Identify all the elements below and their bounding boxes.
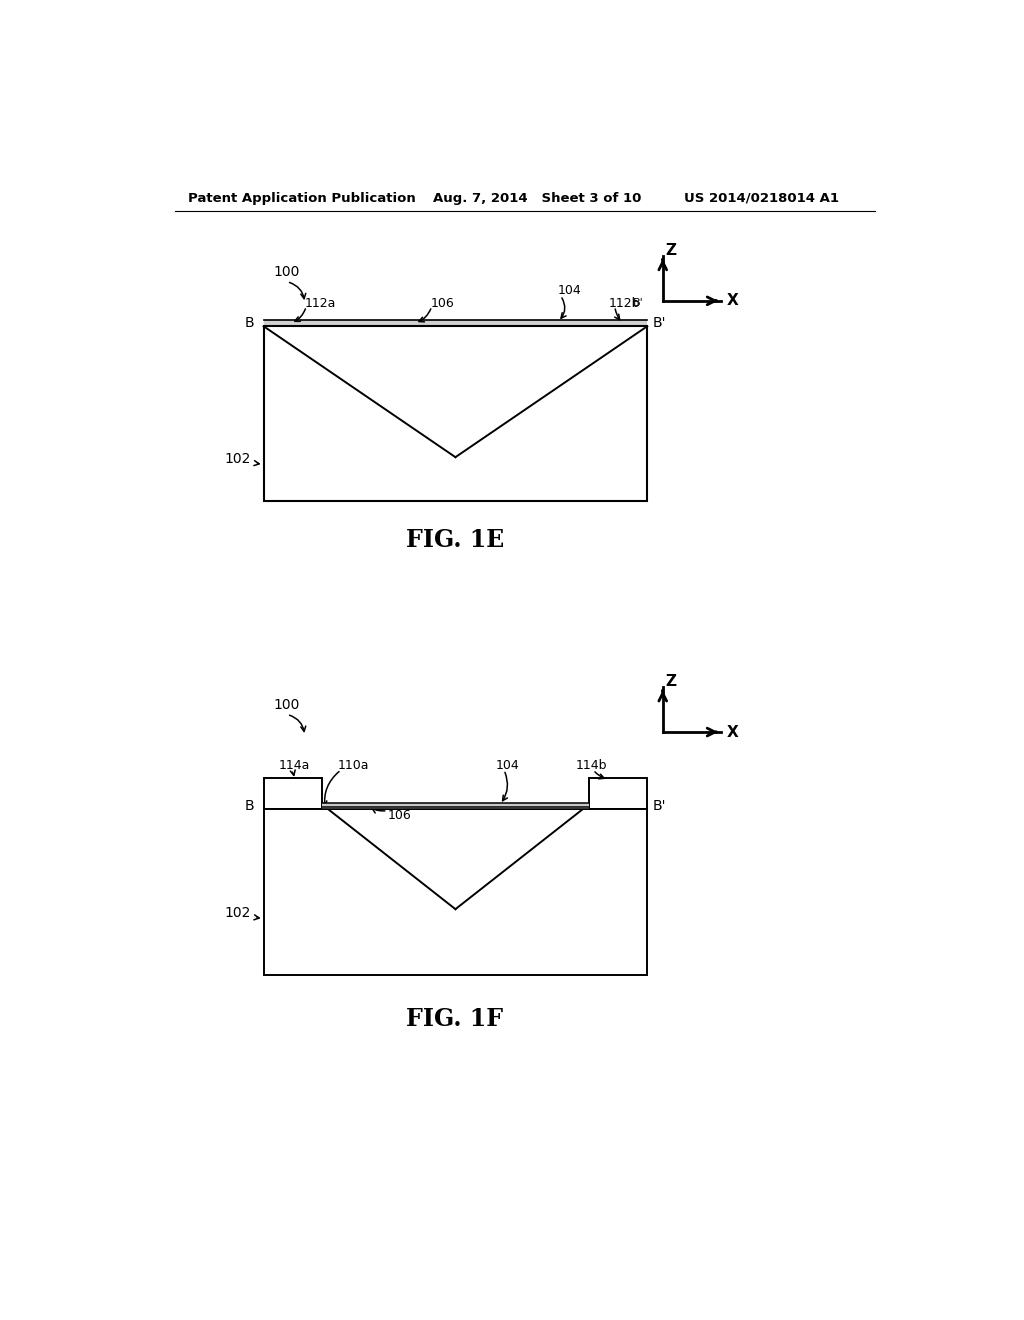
Text: B': B' (633, 298, 643, 308)
Text: 106: 106 (388, 809, 412, 822)
Text: 100: 100 (273, 698, 300, 711)
Text: 114b: 114b (575, 759, 607, 772)
Bar (263, 326, 647, 502)
Text: FIG. 1F: FIG. 1F (407, 1007, 504, 1031)
Polygon shape (322, 803, 589, 807)
Text: 102: 102 (225, 906, 251, 920)
Bar (263, 779, 322, 809)
Text: Aug. 7, 2014   Sheet 3 of 10: Aug. 7, 2014 Sheet 3 of 10 (432, 191, 641, 205)
Text: Z: Z (665, 675, 676, 689)
Text: 112a: 112a (305, 297, 336, 310)
Text: 102: 102 (225, 451, 251, 466)
Text: B': B' (652, 317, 667, 330)
Text: 110a: 110a (337, 759, 369, 772)
Text: X: X (726, 293, 738, 309)
Text: B: B (245, 799, 254, 813)
Text: B': B' (652, 799, 667, 813)
Polygon shape (322, 807, 589, 809)
Text: 100: 100 (273, 265, 300, 280)
Text: Z: Z (665, 243, 676, 259)
Text: Patent Application Publication: Patent Application Publication (188, 191, 416, 205)
Bar (263, 809, 647, 974)
Text: X: X (726, 725, 738, 739)
Text: 106: 106 (430, 297, 454, 310)
Text: 104: 104 (496, 759, 520, 772)
Text: B: B (245, 317, 254, 330)
Text: 104: 104 (558, 284, 582, 297)
Text: 112b: 112b (608, 297, 640, 310)
Bar (589, 779, 647, 809)
Text: FIG. 1E: FIG. 1E (406, 528, 504, 552)
Text: US 2014/0218014 A1: US 2014/0218014 A1 (684, 191, 840, 205)
Polygon shape (263, 321, 647, 326)
Text: 114a: 114a (280, 759, 310, 772)
